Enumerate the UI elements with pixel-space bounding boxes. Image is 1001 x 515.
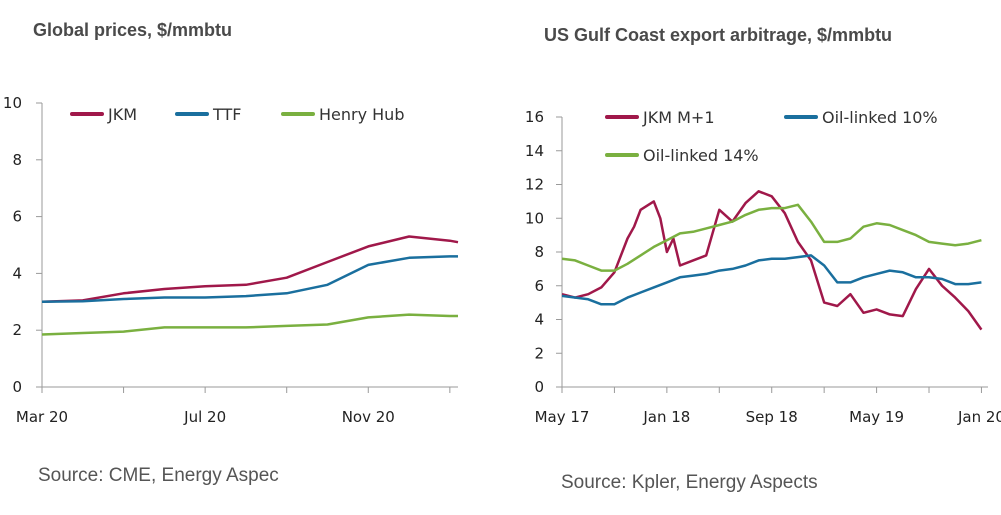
- chart1-title: Global prices, $/mmbtu: [33, 20, 233, 40]
- chart1-y-tick-label: 10: [3, 94, 22, 112]
- chart2-y-tick-label: 16: [525, 108, 544, 126]
- chart2-series-jkm-m-1: [561, 190, 983, 331]
- chart2-legend-label-oil-linked-10: Oil-linked 10%: [822, 108, 938, 127]
- chart2-y-tick-label: 6: [534, 277, 544, 295]
- chart1-legend-label-jkm: JKM: [107, 105, 137, 124]
- chart1-y-tick-label: 0: [12, 378, 22, 396]
- chart2-y-tick-label: 0: [534, 378, 544, 396]
- chart2-series-oil-linked-10: [561, 254, 982, 306]
- chart2-title: US Gulf Coast export arbitrage, $/mmbtu: [544, 25, 893, 45]
- chart2-y-tick-label: 12: [525, 176, 544, 194]
- chart1-source: Source: CME, Energy Aspec: [38, 465, 279, 486]
- chart2-y-tick-label: 4: [534, 311, 544, 329]
- chart2-x-tick-label: Sep 18: [746, 408, 798, 426]
- chart1-legend-label-henry-hub: Henry Hub: [319, 105, 404, 124]
- chart1-series-henry-hub: [41, 313, 458, 336]
- chart2-x-tick-label: May 19: [849, 408, 904, 426]
- chart2-series-oil-linked-14: [561, 203, 982, 272]
- chart1-series-jkm: [41, 235, 459, 304]
- chart2-x-tick-label: Jan 18: [642, 408, 690, 426]
- chart1-x-tick-label: Nov 20: [342, 408, 395, 426]
- chart1-y-tick-label: 6: [12, 208, 22, 226]
- chart1-y-tick-label: 2: [12, 321, 22, 339]
- chart2-y-tick-label: 10: [525, 209, 544, 227]
- chart2-y-tick-label: 2: [534, 344, 544, 362]
- chart2-y-tick-label: 8: [534, 243, 544, 261]
- chart2-y-tick-label: 14: [525, 142, 544, 160]
- chart1-x-tick-label: Jul 20: [183, 408, 226, 426]
- chart1-legend-label-ttf: TTF: [212, 105, 241, 124]
- chart1-y-tick-label: 8: [12, 151, 22, 169]
- chart2-source: Source: Kpler, Energy Aspects: [561, 472, 818, 493]
- chart1-series-ttf: [41, 255, 458, 304]
- chart2-legend-label-jkm-m-1: JKM M+1: [642, 108, 715, 127]
- chart1-x-tick-label: Mar 20: [16, 408, 68, 426]
- chart2-x-tick-label: Jan 20: [957, 408, 1001, 426]
- chart1-y-tick-label: 4: [12, 264, 22, 282]
- chart2-x-tick-label: May 17: [535, 408, 590, 426]
- chart2-legend-label-oil-linked-14: Oil-linked 14%: [643, 146, 759, 165]
